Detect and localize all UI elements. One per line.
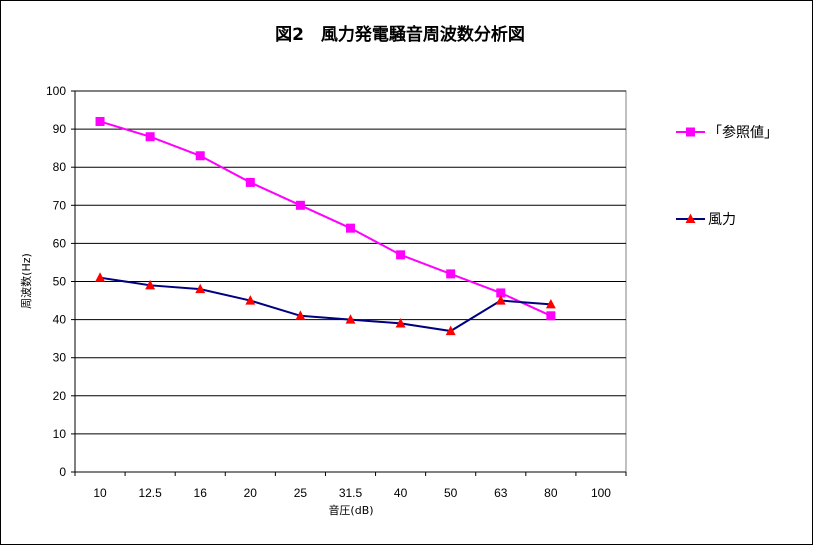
legend-label: 風力 [708, 212, 736, 228]
data-point [95, 272, 105, 282]
series-line [99, 276, 551, 333]
x-tick-label: 10 [93, 486, 107, 500]
y-tick-label: 50 [53, 275, 67, 289]
gridlines [75, 90, 626, 435]
data-point [545, 298, 556, 309]
x-axis-ticks: 10 12.5 16 20 25 31.5 40 50 63 80 100 [74, 472, 627, 500]
y-tick-label: 20 [53, 389, 67, 403]
series-1 [95, 116, 556, 321]
y-tick-label: 90 [53, 122, 67, 136]
data-point [496, 288, 506, 298]
data-point [446, 269, 456, 279]
x-tick-label: 25 [294, 486, 308, 500]
x-tick-label: 12.5 [138, 486, 162, 500]
data-point [295, 310, 306, 320]
x-tick-label: 16 [194, 486, 208, 500]
x-tick-label: 31.5 [339, 486, 363, 500]
legend-item: 風力 [676, 212, 736, 228]
data-point [145, 132, 155, 142]
x-tick-label: 100 [591, 486, 611, 500]
y-tick-label: 100 [46, 84, 66, 98]
legend-label: 「参照値」 [708, 124, 778, 141]
y-axis-ticks: 0 10 20 30 40 50 60 70 80 90 100 [46, 84, 75, 479]
chart-title: 図2 風力発電騒音周波数分析図 [275, 24, 525, 45]
series-layer [95, 116, 556, 336]
data-point [245, 177, 255, 187]
x-tick-label: 63 [494, 486, 508, 500]
data-point [245, 295, 256, 305]
data-point [295, 200, 305, 210]
legend-marker [685, 213, 696, 224]
data-point [396, 250, 406, 260]
series-2 [95, 272, 556, 336]
y-tick-label: 60 [53, 236, 67, 250]
data-point [195, 151, 205, 161]
y-axis-label: 周波数(Hz) [20, 253, 33, 309]
legend: 「参照値」風力 [676, 124, 778, 228]
data-point [346, 223, 355, 233]
data-point [195, 283, 206, 294]
x-tick-label: 40 [394, 486, 408, 500]
x-tick-label: 50 [444, 486, 458, 500]
data-point [145, 279, 156, 290]
y-tick-label: 40 [53, 313, 67, 327]
legend-item: 「参照値」 [676, 124, 778, 141]
y-tick-label: 10 [53, 427, 67, 441]
x-tick-label: 80 [544, 486, 558, 500]
data-point [345, 314, 356, 324]
data-point [95, 116, 105, 126]
y-tick-label: 30 [53, 351, 67, 365]
y-tick-label: 0 [59, 465, 66, 479]
y-tick-label: 80 [53, 160, 67, 174]
data-point [546, 311, 556, 321]
data-point [445, 325, 456, 336]
legend-marker [686, 127, 695, 137]
data-point [395, 318, 406, 328]
x-tick-label: 20 [244, 486, 258, 500]
x-axis-label: 音圧(dB) [328, 503, 373, 517]
y-tick-label: 70 [53, 198, 67, 212]
series-line [99, 120, 552, 317]
data-point [495, 295, 506, 305]
